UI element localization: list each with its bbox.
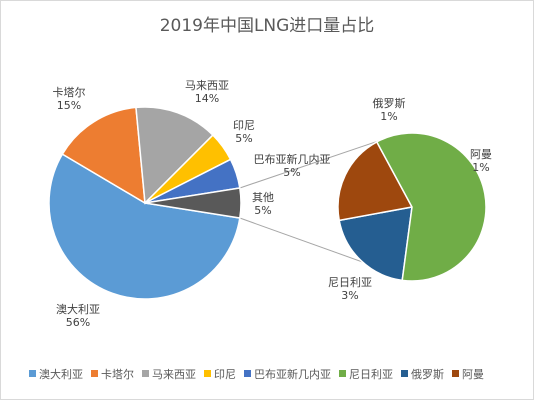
main-5-name-label: 其他 <box>252 191 274 204</box>
legend-label-3: 印尼 <box>214 368 236 381</box>
legend-swatch-4 <box>244 370 251 377</box>
connector-line-bottom <box>239 217 383 270</box>
legend-swatch-1 <box>91 370 98 377</box>
main-pie <box>48 106 242 300</box>
legend-swatch-3 <box>204 370 211 377</box>
legend-swatch-2 <box>142 370 149 377</box>
main-2-pct-label: 14% <box>195 92 219 105</box>
main-slice-5 <box>144 187 242 219</box>
secondary-slice-1 <box>337 140 414 222</box>
connector-line-top <box>239 136 391 189</box>
main-5-pct-label: 5% <box>254 204 271 217</box>
main-1-name-label: 卡塔尔 <box>53 86 86 99</box>
legend-label-5: 尼日利亚 <box>349 368 393 381</box>
main-3-pct-label: 5% <box>235 132 252 145</box>
legend-label-6: 俄罗斯 <box>411 368 444 381</box>
connector-lines <box>239 136 391 270</box>
legend-swatch-0 <box>29 370 36 377</box>
main-3-name-label: 印尼 <box>233 119 255 132</box>
main-0-name-label: 澳大利亚 <box>56 302 100 316</box>
main-slice-2 <box>135 106 214 205</box>
legend-label-7: 阿曼 <box>462 368 484 381</box>
secondary-1-pct-label: 1% <box>472 161 489 174</box>
secondary-pie <box>337 132 487 282</box>
secondary-2-pct-label: 3% <box>341 289 358 302</box>
main-0-pct-label: 56% <box>66 316 90 329</box>
legend-label-1: 卡塔尔 <box>101 368 134 381</box>
secondary-0-name-label: 俄罗斯 <box>373 97 406 110</box>
secondary-slice-0 <box>338 206 413 282</box>
main-slice-1 <box>61 106 146 205</box>
secondary-slice-2 <box>375 132 487 282</box>
legend-label-2: 马来西亚 <box>152 368 196 381</box>
legend-label-0: 澳大利亚 <box>39 367 83 381</box>
secondary-0-pct-label: 1% <box>380 110 397 123</box>
secondary-2-name-label: 尼日利亚 <box>328 276 372 289</box>
chart-title: 2019年中国LNG进口量占比 <box>160 16 375 36</box>
main-4-name-label: 巴布亚新几内亚 <box>254 152 331 166</box>
legend-swatch-6 <box>401 370 408 377</box>
secondary-1-name-label: 阿曼 <box>470 148 492 161</box>
main-4-pct-label: 5% <box>283 166 300 179</box>
main-1-pct-label: 15% <box>57 99 81 112</box>
data-labels: 澳大利亚56%卡塔尔15%马来西亚14%印尼5%巴布亚新几内亚5%其他5%俄罗斯… <box>53 79 493 329</box>
legend-swatch-5 <box>339 370 346 377</box>
legend: 澳大利亚 卡塔尔 马来西亚 印尼 巴布亚新几内亚 尼日利亚 俄罗斯 阿曼 <box>29 367 484 381</box>
legend-swatch-7 <box>452 370 459 377</box>
main-slice-0 <box>48 153 241 300</box>
main-2-name-label: 马来西亚 <box>185 79 229 92</box>
legend-label-4: 巴布亚新几内亚 <box>254 367 331 381</box>
